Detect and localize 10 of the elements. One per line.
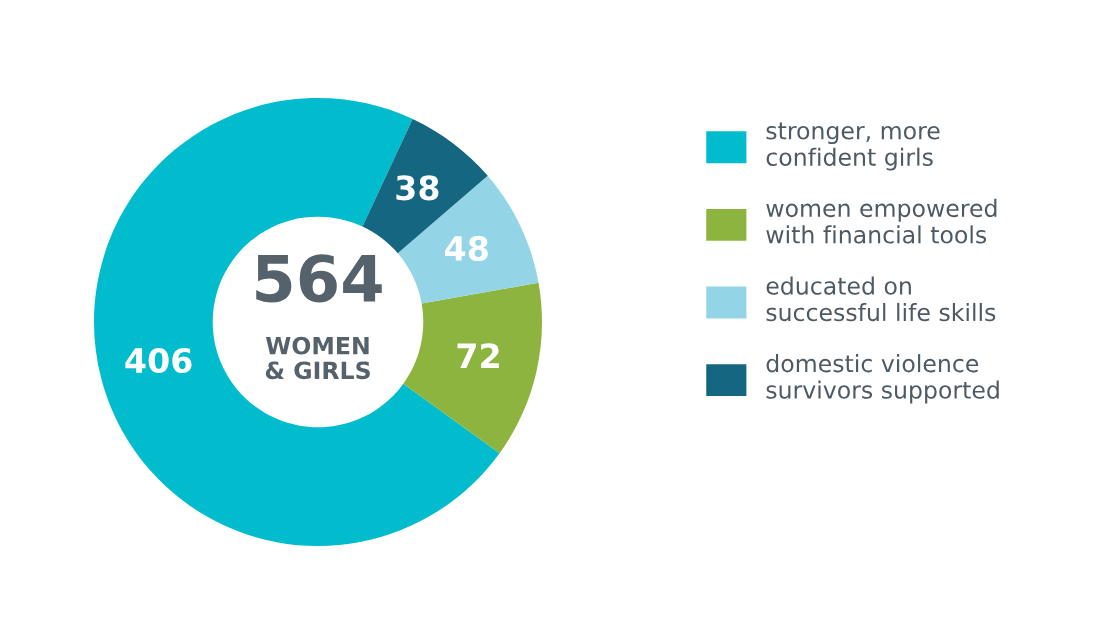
legend-label: women empowered with financial tools	[766, 198, 997, 244]
data-label: 406	[125, 347, 192, 374]
text: WOMEN & GIRLS	[265, 336, 370, 380]
legend-label: domestic violence survivors supported	[766, 354, 999, 404]
text: 564	[256, 254, 382, 303]
legend-label: stronger, more confident girls	[766, 122, 940, 171]
data-label: 38	[396, 175, 439, 201]
legend-label: educated on successful life skills	[766, 276, 996, 322]
data-label: 72	[457, 343, 499, 368]
data-label: 48	[445, 235, 488, 261]
